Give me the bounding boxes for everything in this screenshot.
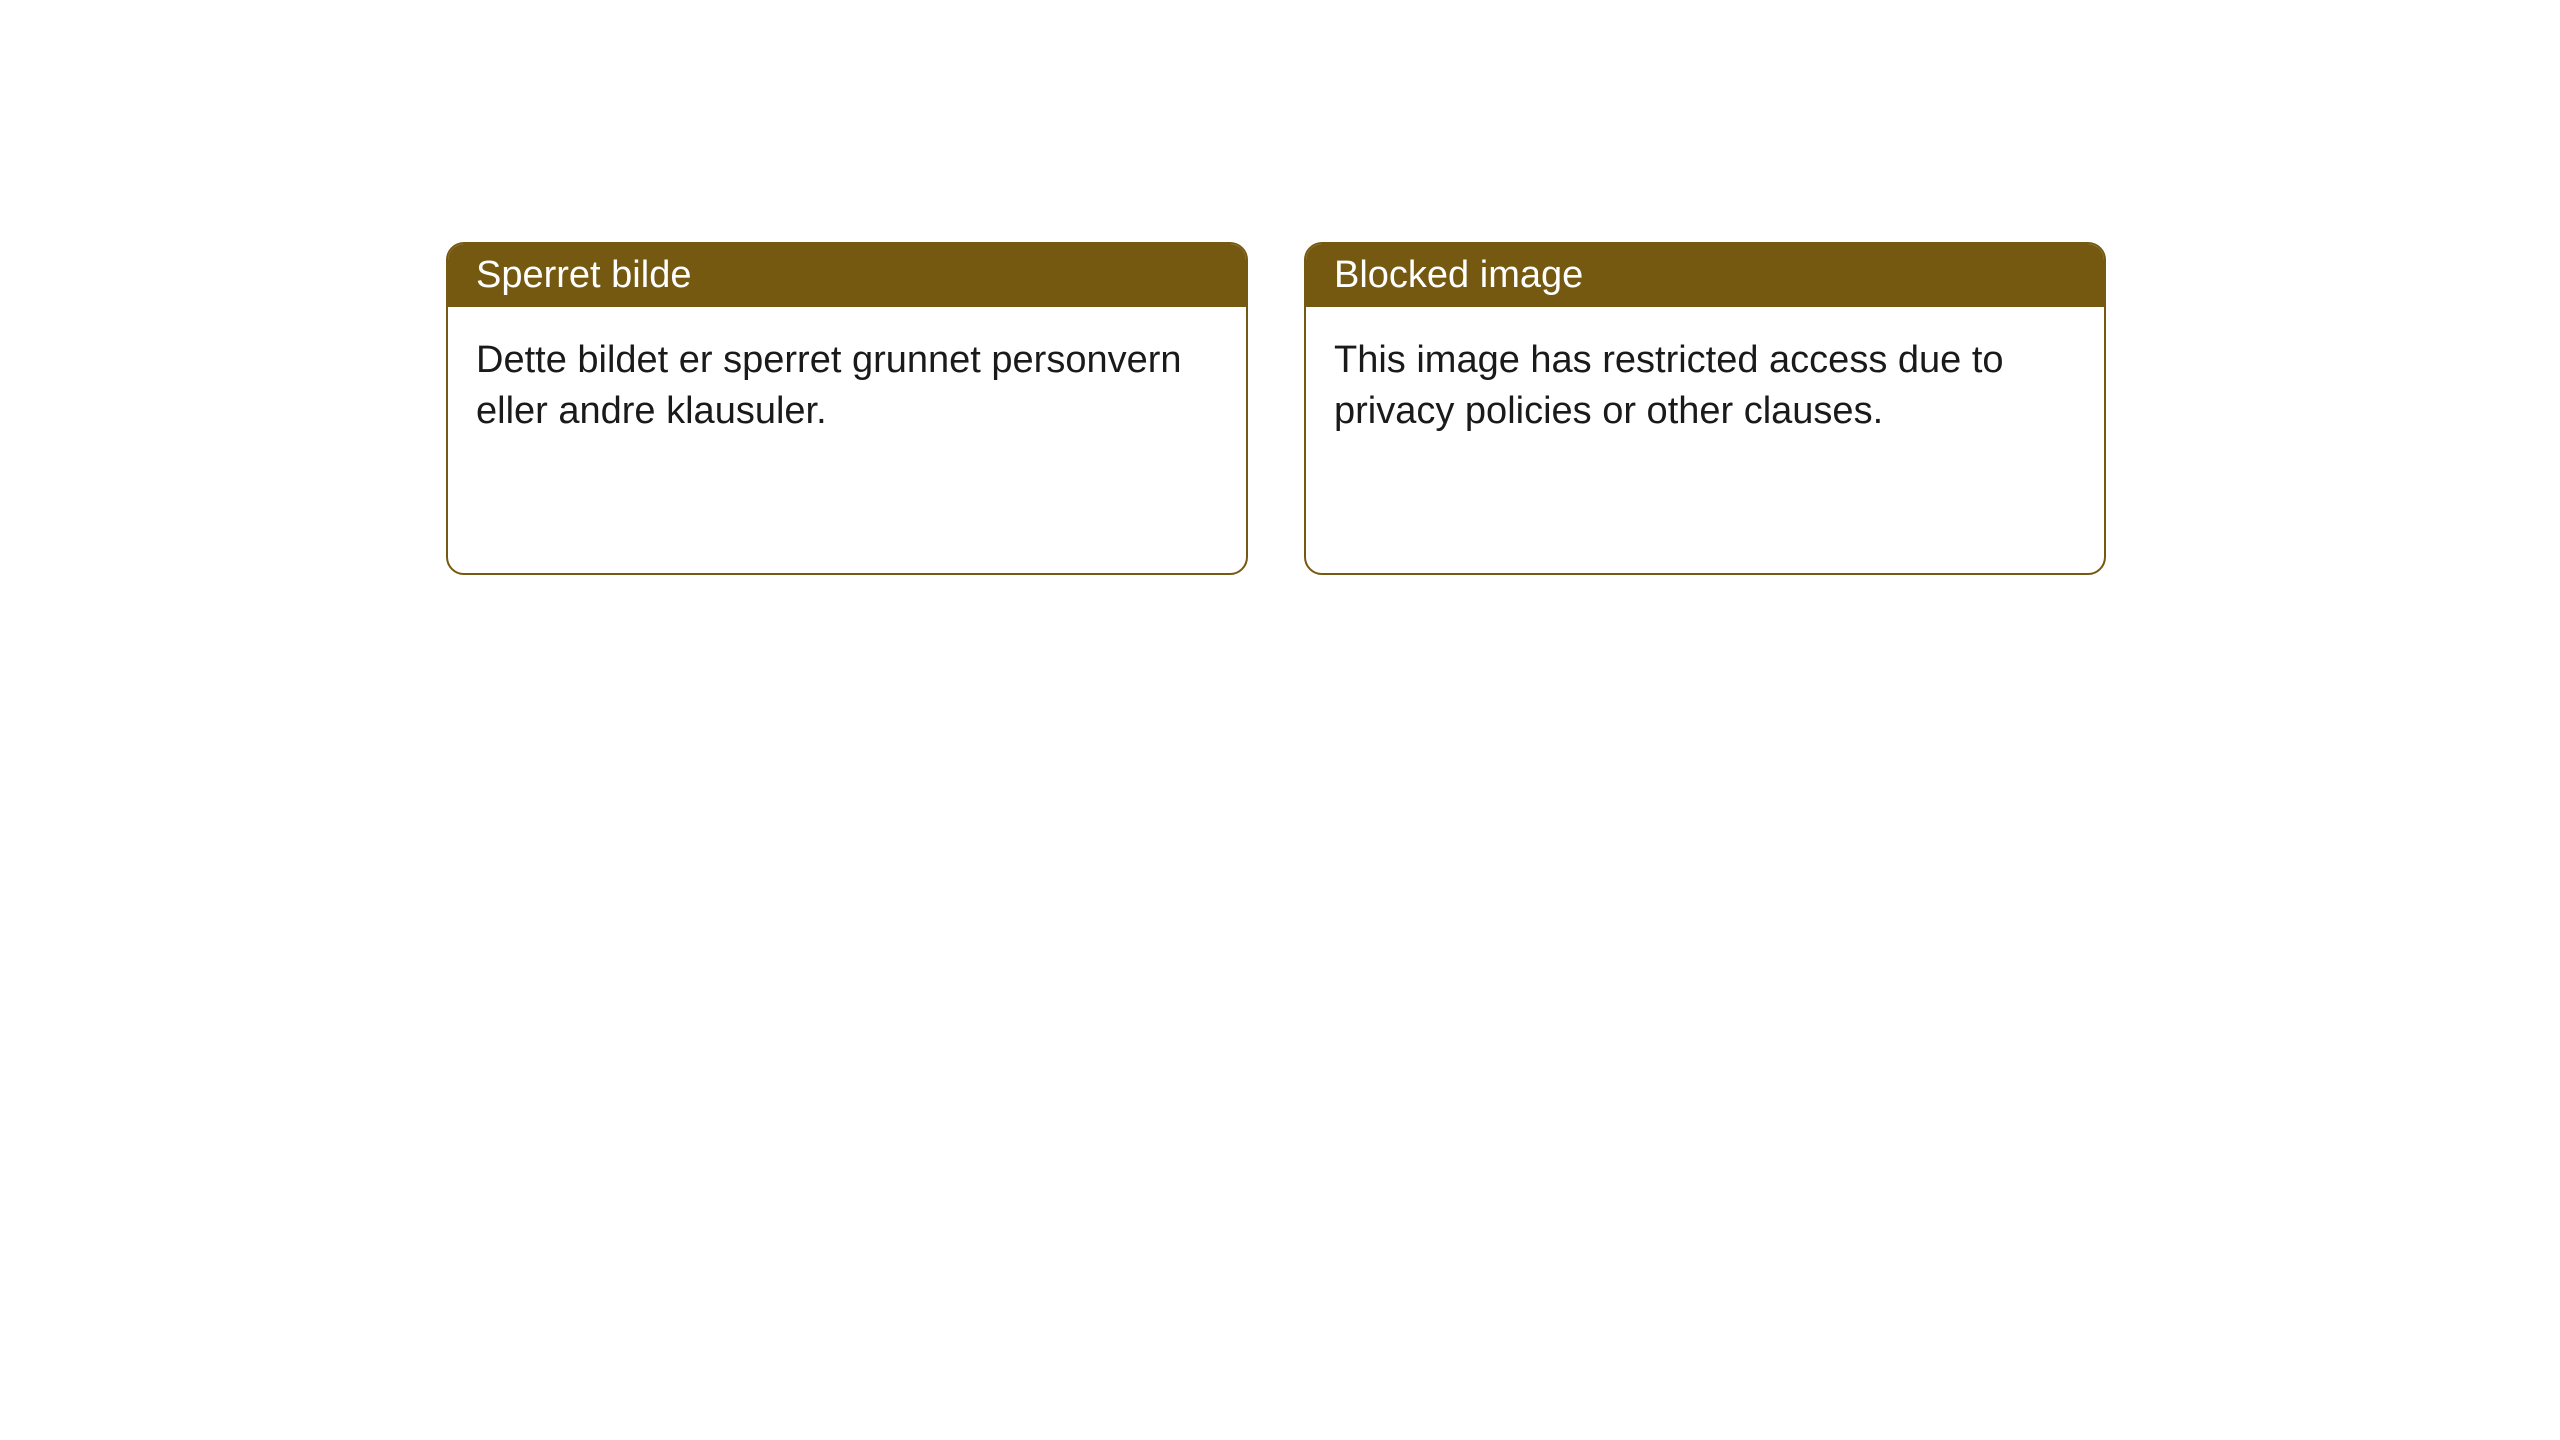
card-body-en: This image has restricted access due to … [1306,307,2104,466]
card-title-en: Blocked image [1334,254,1583,296]
card-body-no: Dette bildet er sperret grunnet personve… [448,307,1246,466]
blocked-image-card-no: Sperret bilde Dette bildet er sperret gr… [446,242,1248,575]
card-body-text-no: Dette bildet er sperret grunnet personve… [476,339,1182,432]
card-header-no: Sperret bilde [448,244,1246,307]
card-body-text-en: This image has restricted access due to … [1334,339,2004,432]
blocked-image-card-en: Blocked image This image has restricted … [1304,242,2106,575]
notice-cards-container: Sperret bilde Dette bildet er sperret gr… [0,0,2560,575]
card-header-en: Blocked image [1306,244,2104,307]
card-title-no: Sperret bilde [476,254,691,296]
